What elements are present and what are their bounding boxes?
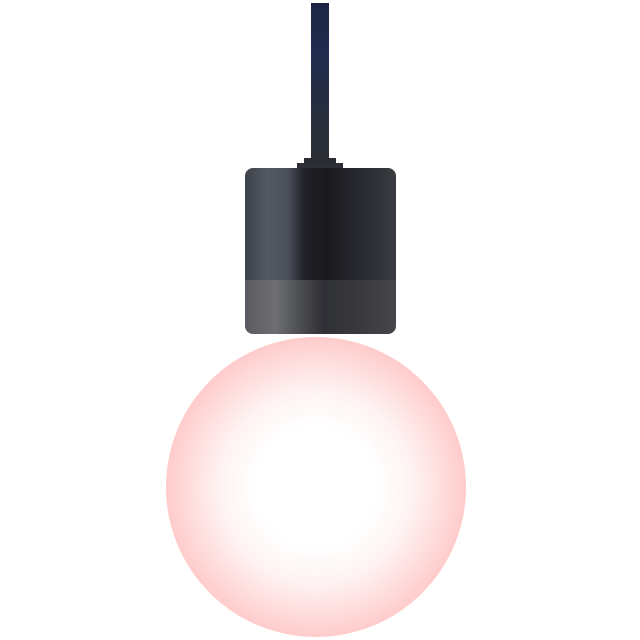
lamp-cord: [311, 3, 329, 160]
cord-connector: [304, 158, 336, 164]
lamp-socket: [245, 168, 396, 334]
cord-connector-base: [297, 163, 343, 169]
socket-housing: [245, 168, 396, 280]
light-bulb: [166, 337, 466, 637]
socket-band: [245, 280, 396, 334]
